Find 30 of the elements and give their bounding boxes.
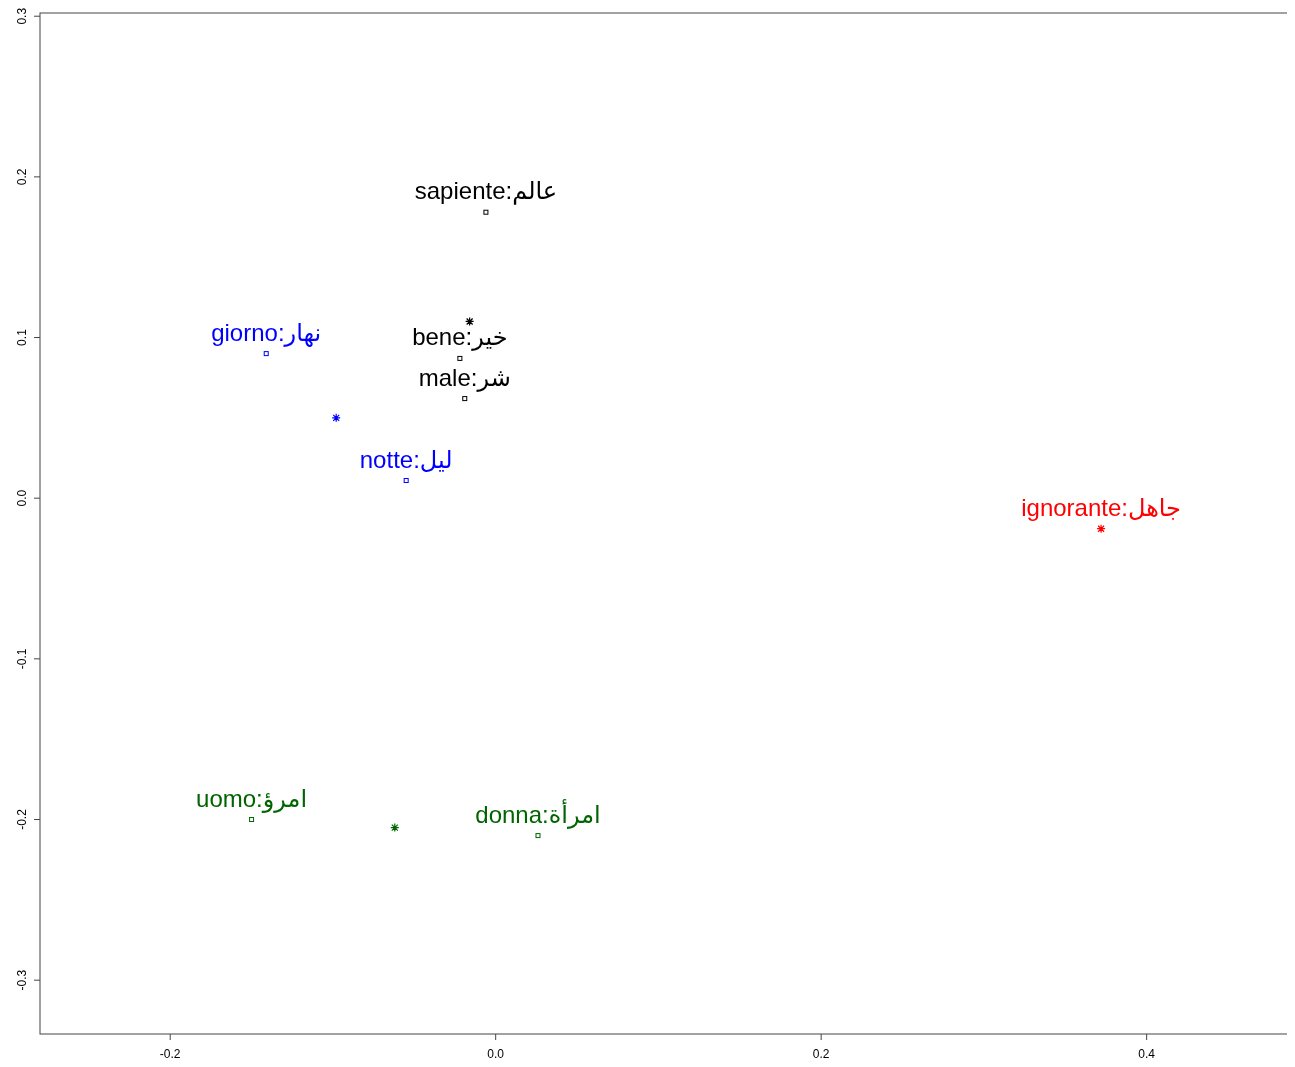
data-label: male:شر (418, 363, 511, 392)
point (390, 822, 400, 833)
y-tick-label: -0.3 (15, 969, 29, 991)
data-label: ignorante:جاهل (1021, 493, 1181, 521)
data-label: giorno:نهار (211, 318, 322, 347)
y-tick-label: 0.3 (15, 7, 29, 25)
y-tick-label: 0.1 (15, 328, 29, 346)
point (249, 817, 255, 823)
point (462, 396, 468, 402)
x-tick-label: -0.2 (159, 1047, 181, 1061)
data-label: sapiente:عالم (414, 177, 558, 206)
point (535, 833, 541, 839)
y-tick-label: 0.2 (15, 168, 29, 186)
y-tick-label: -0.1 (15, 648, 29, 670)
data-label: uomo:امرؤ (196, 784, 308, 813)
point (1096, 524, 1106, 534)
x-tick-label: 0.2 (812, 1047, 830, 1061)
point (403, 478, 409, 484)
y-tick-label: -0.2 (15, 808, 29, 830)
data-label: notte:ليل (359, 445, 453, 473)
data-label: bene:خير (412, 323, 508, 352)
data-label: donna:امرأة (475, 798, 601, 829)
x-tick-label: 0.4 (1138, 1047, 1156, 1061)
point (465, 316, 475, 327)
point (263, 351, 269, 357)
y-tick-label: 0.0 (15, 489, 29, 507)
point (331, 413, 341, 423)
point (457, 355, 463, 361)
x-tick-label: 0.0 (487, 1047, 505, 1061)
point (483, 209, 489, 215)
